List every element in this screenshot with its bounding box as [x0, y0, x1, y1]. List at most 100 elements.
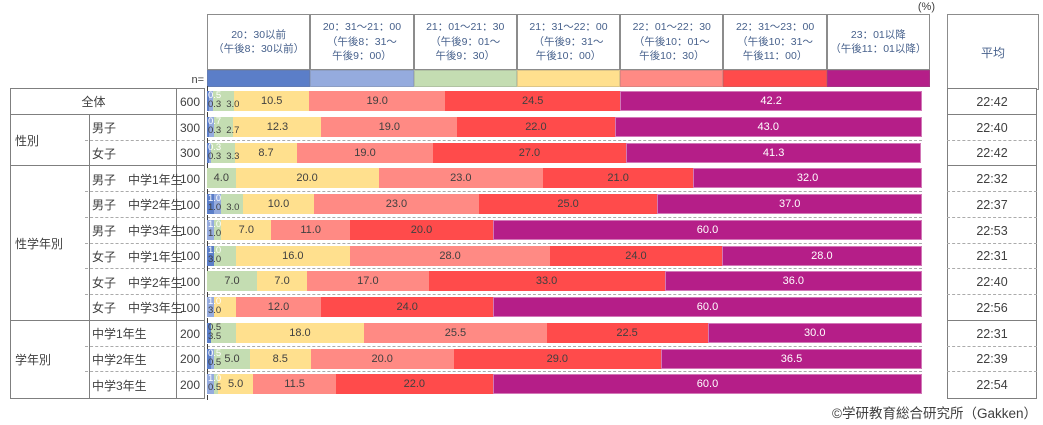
bar-segment-4[interactable] — [271, 219, 350, 240]
bar-segment-4[interactable] — [235, 297, 322, 317]
bar-segment-1[interactable] — [209, 91, 213, 111]
average-value: 22:56 — [976, 300, 1008, 315]
bar-segment-5[interactable] — [428, 271, 665, 292]
bar-segment-3[interactable] — [234, 142, 298, 163]
segment-value-label: 8.7 — [258, 146, 274, 159]
bar-segment-5[interactable] — [478, 194, 658, 214]
bar-segment-3[interactable] — [217, 374, 254, 395]
bar-segment-2[interactable] — [214, 116, 234, 137]
bar-segment-2[interactable] — [221, 194, 243, 214]
row-separator — [85, 216, 205, 218]
bar-segment-3[interactable] — [235, 245, 350, 266]
bar-segment-5[interactable] — [546, 322, 708, 343]
bar-segment-5[interactable] — [432, 142, 626, 163]
bar-segment-2[interactable] — [212, 91, 235, 111]
segment-value-label: 5.0 — [224, 352, 240, 365]
row-separator — [85, 242, 205, 244]
bar-segment-6[interactable] — [721, 245, 922, 266]
bar-segment-3[interactable] — [234, 91, 310, 111]
bar-segment-0[interactable] — [207, 116, 210, 137]
bar-segment-0[interactable] — [207, 245, 215, 266]
segment-value-label-small: 1.0 — [208, 296, 222, 307]
bar-segment-2[interactable] — [207, 168, 236, 189]
bar-segment-5[interactable] — [321, 297, 493, 317]
bar-segment-4[interactable] — [350, 245, 551, 266]
bar-segment-1[interactable] — [207, 219, 215, 240]
category-header-line: 午後9：30） — [435, 50, 495, 63]
segment-value-label: 27.0 — [518, 146, 541, 159]
category-header-line: （午後9：31～ — [533, 35, 604, 48]
axis-tick — [207, 369, 208, 375]
category-header-line: （午後9：01～ — [430, 35, 501, 48]
bar-segment-2[interactable] — [214, 374, 218, 395]
row-label: 男子 中学1年生 — [86, 166, 183, 192]
bar-segment-0[interactable] — [207, 91, 210, 111]
segment-value-label-small: 0.5 — [208, 321, 222, 333]
bar-segment-4[interactable] — [309, 91, 446, 111]
bar-segment-6[interactable] — [625, 142, 922, 163]
segment-value-label-small: 2.7 — [226, 124, 240, 136]
bar-segment-4[interactable] — [321, 116, 458, 137]
category-header-3: 21：31～22：00 （午後9：31～ 午後10：00） — [516, 14, 621, 70]
average-value: 22:37 — [976, 197, 1008, 212]
bar-segment-4[interactable] — [378, 168, 544, 189]
bar-segment-6[interactable] — [657, 194, 922, 214]
bar-segment-5[interactable] — [350, 219, 493, 240]
bar-segment-4[interactable] — [307, 271, 429, 292]
segment-value-label: 22.0 — [525, 120, 547, 133]
bar-segment-0[interactable] — [207, 348, 211, 369]
bar-segment-6[interactable] — [493, 219, 922, 240]
segment-value-label: 24.0 — [396, 301, 418, 313]
bar-segment-2[interactable] — [214, 245, 236, 266]
bar-segment-4[interactable] — [253, 374, 336, 395]
average-value: 22:31 — [976, 249, 1008, 264]
bar-segment-6[interactable] — [620, 91, 922, 111]
bar-segment-0[interactable] — [207, 194, 215, 214]
bar-segment-5[interactable] — [550, 245, 722, 266]
bar-segment-5[interactable] — [335, 374, 493, 395]
bar-segment-6[interactable] — [707, 322, 922, 343]
bar-segment-2[interactable] — [214, 348, 250, 369]
bar-segment-2[interactable] — [210, 322, 236, 343]
segment-value-label-small: 3.3 — [226, 150, 240, 162]
bar-segment-1[interactable] — [209, 142, 212, 163]
bar-segment-3[interactable] — [233, 116, 322, 137]
bar-segment-2[interactable] — [214, 219, 222, 240]
bar-segment-0[interactable] — [207, 142, 210, 163]
bar-segment-1[interactable] — [210, 348, 215, 369]
bar-row: 4.0 20.0 23.0 21.0 32.0 — [207, 168, 922, 189]
bar-segment-5[interactable] — [445, 91, 621, 111]
bar-segment-1[interactable] — [207, 297, 215, 317]
row-separator — [85, 268, 205, 270]
bar-segment-1[interactable] — [209, 116, 215, 137]
bar-segment-6[interactable] — [614, 116, 922, 137]
bar-segment-1[interactable] — [207, 374, 215, 395]
bar-segment-5[interactable] — [453, 348, 662, 369]
bar-segment-3[interactable] — [221, 219, 272, 240]
bar-segment-3[interactable] — [249, 348, 311, 369]
segment-value-label: 23.0 — [385, 198, 408, 210]
bar-segment-6[interactable] — [661, 348, 922, 369]
category-header-line: （午後10：01～ — [633, 35, 710, 48]
bar-segment-5[interactable] — [457, 116, 615, 137]
segment-value-label: 17.0 — [357, 275, 379, 288]
bar-segment-3[interactable] — [235, 168, 379, 189]
bar-segment-4[interactable] — [310, 348, 454, 369]
bar-segment-6[interactable] — [693, 168, 922, 189]
bar-segment-3[interactable] — [242, 194, 315, 214]
bar-segment-2[interactable] — [207, 271, 258, 292]
bar-segment-1[interactable] — [214, 194, 222, 214]
bar-segment-3[interactable] — [235, 322, 365, 343]
bar-segment-4[interactable] — [364, 322, 547, 343]
bar-segment-4[interactable] — [297, 142, 433, 163]
bar-segment-0[interactable] — [207, 322, 211, 343]
bar-segment-6[interactable] — [493, 374, 922, 395]
bar-segment-3[interactable] — [214, 297, 236, 317]
segment-value-label: 19.0 — [378, 120, 401, 133]
bar-segment-6[interactable] — [493, 297, 922, 317]
bar-segment-3[interactable] — [257, 271, 308, 292]
bar-segment-5[interactable] — [543, 168, 694, 189]
bar-segment-4[interactable] — [314, 194, 479, 214]
bar-segment-2[interactable] — [211, 142, 235, 163]
bar-segment-6[interactable] — [664, 271, 922, 292]
